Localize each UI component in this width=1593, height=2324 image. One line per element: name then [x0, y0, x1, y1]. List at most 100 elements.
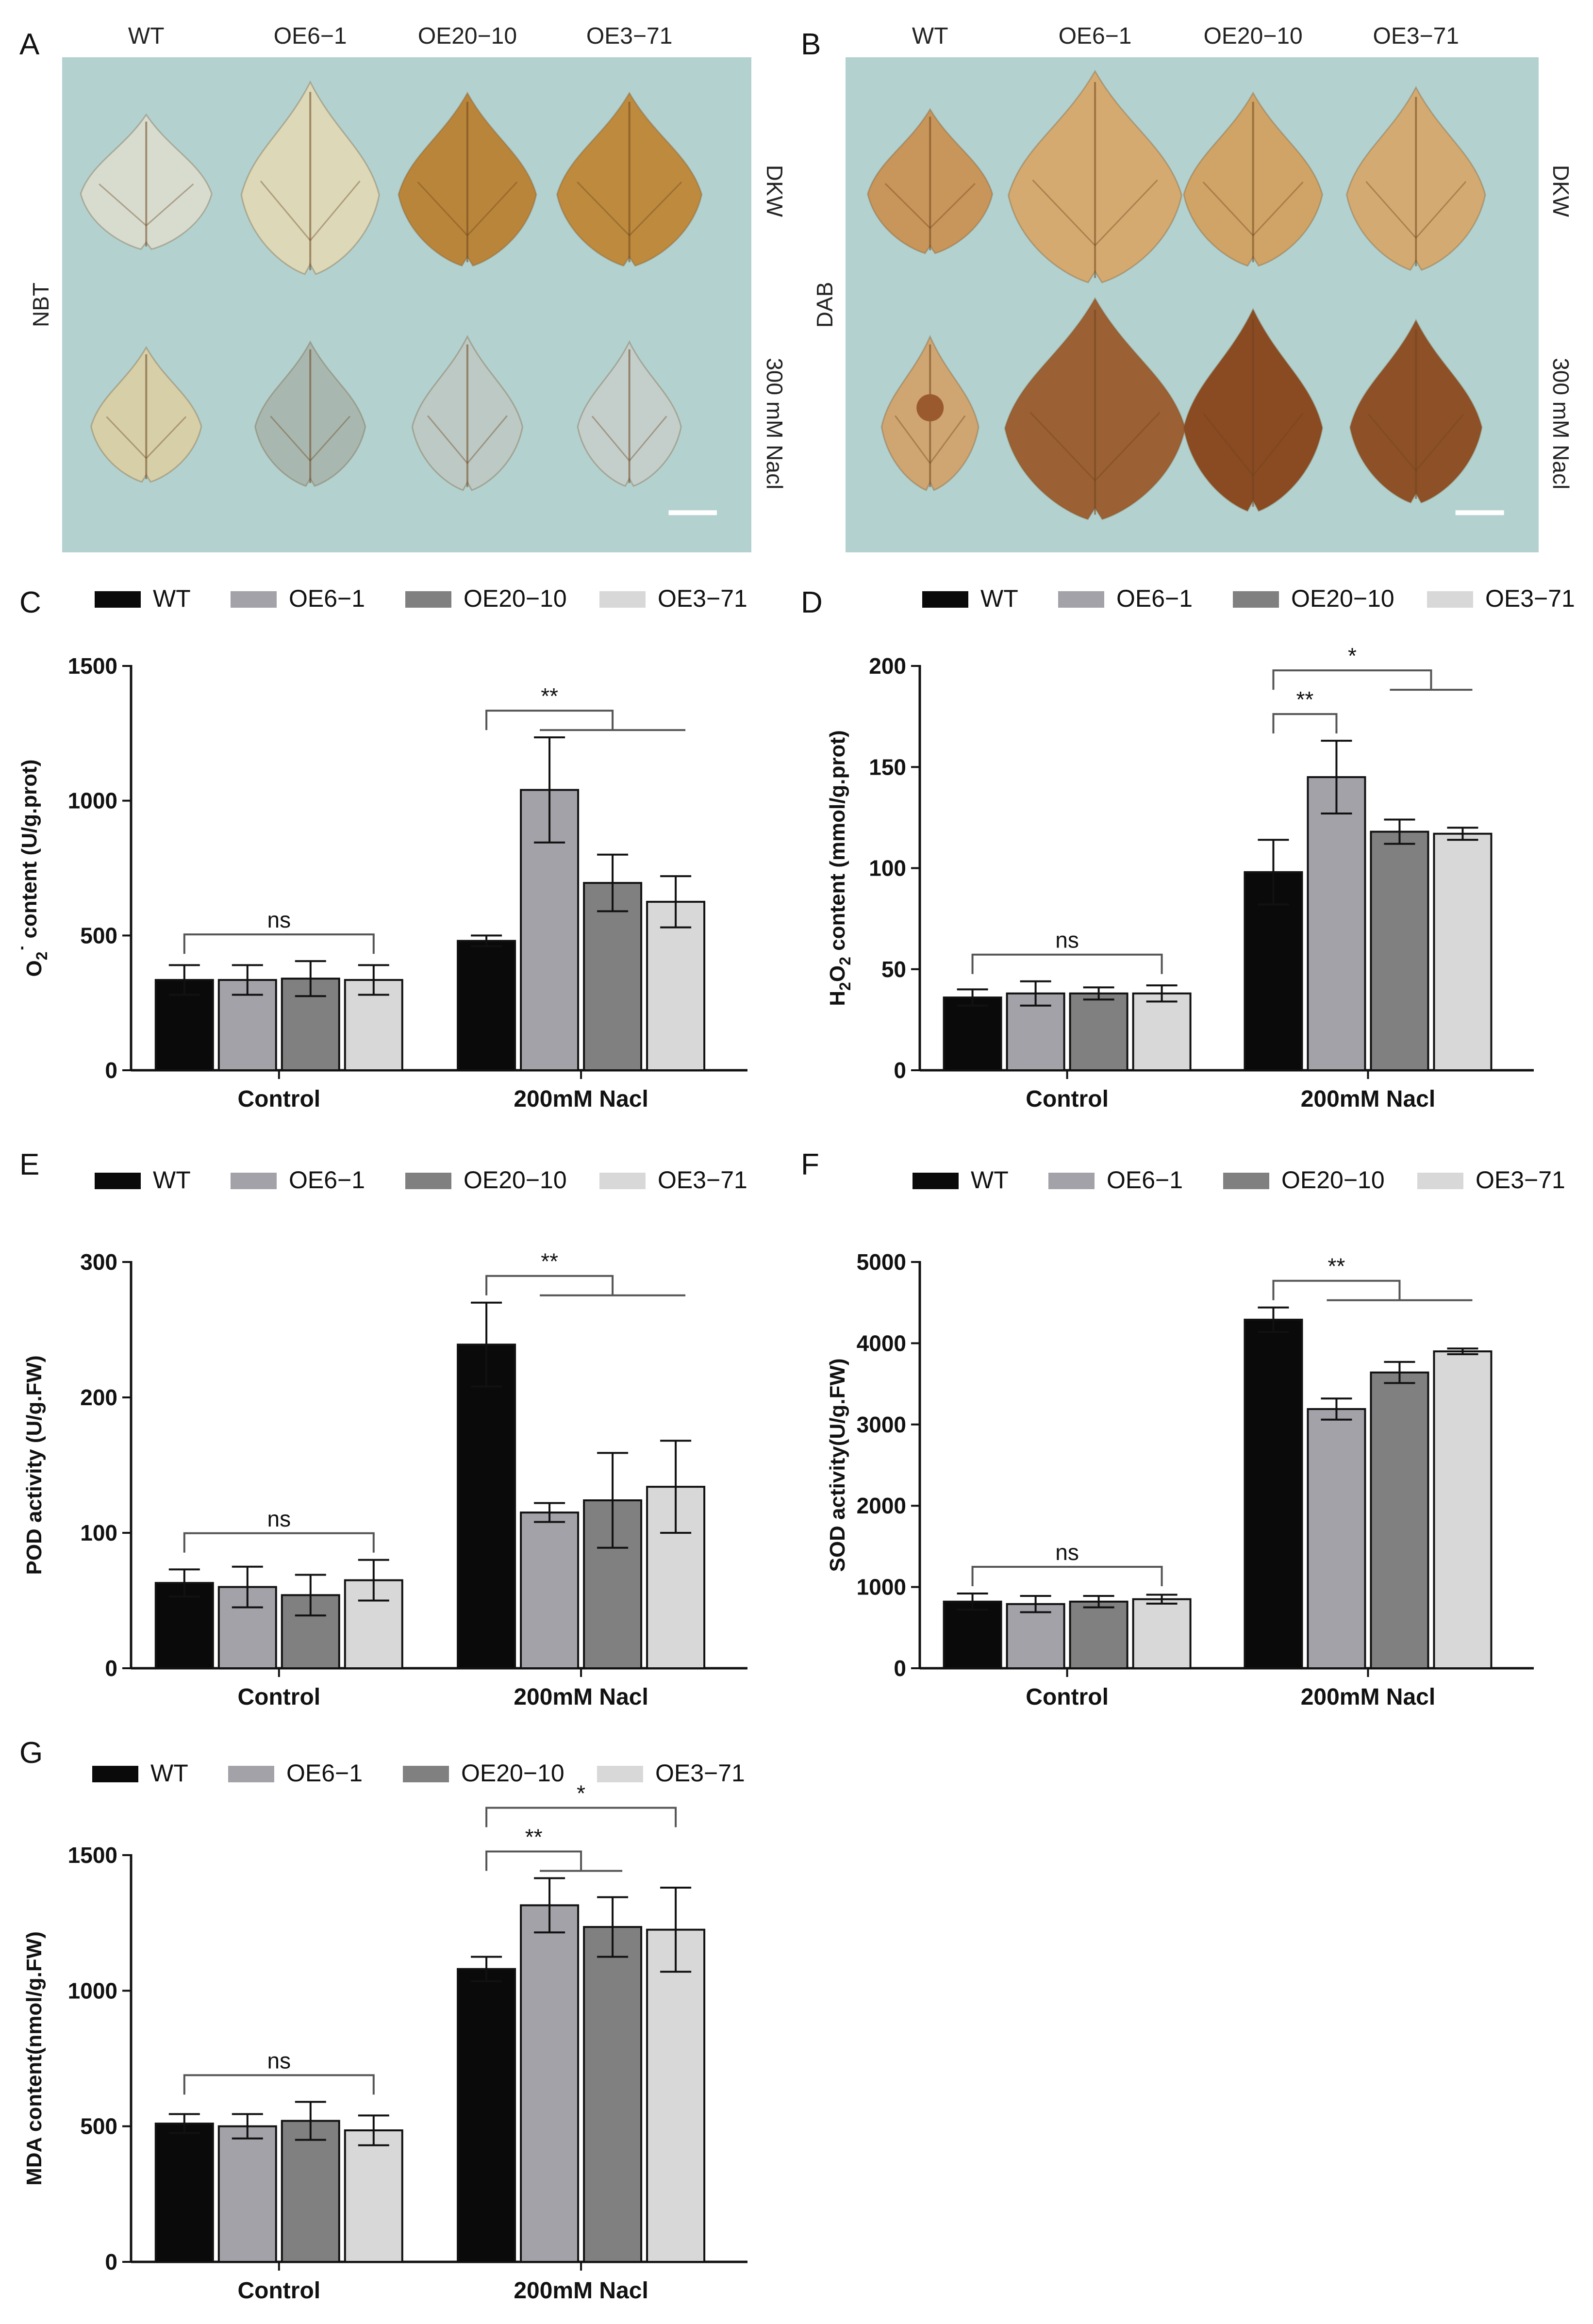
- significance-bracket: *: [1272, 643, 1473, 691]
- leaf-vein: [466, 415, 508, 464]
- legend-swatch: [1427, 591, 1473, 608]
- x-category-label: Control: [1026, 1086, 1109, 1112]
- column-header: OE3−71: [1373, 23, 1459, 49]
- bracket-line: [485, 1807, 677, 1827]
- legend-entry: WT: [153, 1166, 191, 1194]
- bar: [1132, 992, 1192, 1071]
- bracket-line: [183, 1532, 375, 1553]
- legend-swatch: [1058, 591, 1104, 608]
- legend-entry: OE6−1: [286, 1760, 363, 1787]
- significance-label: ns: [1055, 928, 1079, 953]
- bracket-line: [183, 933, 375, 954]
- leaf-vein: [1202, 413, 1254, 476]
- column-header: WT: [912, 23, 948, 49]
- bracket-line: [485, 1275, 614, 1295]
- leaf-vein: [1032, 179, 1096, 246]
- bar: [1307, 1408, 1366, 1669]
- leaf-vein: [929, 415, 966, 464]
- x-category-label: 200mM Nacl: [514, 1086, 648, 1112]
- legend-swatch: [403, 1766, 449, 1782]
- row-label: 300 mM Nacl: [762, 358, 787, 489]
- legend-entry: WT: [153, 585, 191, 612]
- legend-entry: OE20−10: [464, 1166, 567, 1194]
- y-tick-label: 2000: [857, 1493, 906, 1518]
- leaf: [254, 340, 366, 487]
- bar: [217, 2125, 277, 2263]
- legend-swatch: [92, 1766, 138, 1782]
- bar: [1069, 1600, 1128, 1669]
- leaf-vein: [260, 181, 311, 241]
- bar: [1244, 1318, 1303, 1669]
- bracket-line: [485, 710, 614, 730]
- x-category-label: 200mM Nacl: [514, 2278, 648, 2304]
- row-label: DKW: [762, 165, 787, 217]
- panel-letter: F: [801, 1148, 819, 1181]
- leaf: [90, 346, 202, 483]
- significance-label: ns: [267, 2048, 291, 2073]
- y-tick-label: 1500: [68, 1843, 117, 1868]
- leaf-vein: [929, 183, 976, 229]
- legend-swatch: [1233, 591, 1279, 608]
- legend-entry: OE3−71: [655, 1760, 745, 1787]
- leaf-vein: [1202, 182, 1254, 236]
- legend-entry: OE6−1: [289, 1166, 365, 1194]
- panel-letter: E: [19, 1148, 39, 1181]
- column-header: OE6−1: [1059, 23, 1132, 49]
- leaf: [577, 340, 682, 487]
- panel-letter: C: [19, 586, 41, 619]
- significance-label: ns: [267, 1506, 291, 1531]
- legend-swatch: [599, 1173, 646, 1189]
- chart-F: F WT OE6−1 OE20−10 OE3−71 0 1000 2000 3000 4000 50…: [801, 1148, 1565, 1710]
- bar: [943, 1600, 1002, 1669]
- legend-swatch: [922, 591, 968, 608]
- significance-bracket: ns: [183, 907, 375, 954]
- legend: WT OE6−1 OE20−10 OE3−71: [922, 585, 1575, 612]
- leaf-vein: [1415, 414, 1464, 471]
- y-tick-label: 0: [105, 1058, 117, 1083]
- leaf: [398, 91, 537, 267]
- leaf-vein: [270, 415, 311, 462]
- y-tick-label: 200: [80, 1385, 117, 1410]
- leaf-vein: [417, 182, 468, 236]
- y-tick-label: 100: [869, 856, 906, 881]
- legend-swatch: [405, 591, 451, 608]
- significance-bracket: **: [1272, 687, 1338, 734]
- x-category-label: Control: [237, 2278, 320, 2304]
- leaf: [880, 334, 979, 491]
- leaf-vein: [629, 181, 682, 236]
- bracket-line: [485, 1850, 582, 1871]
- leaf: [1008, 69, 1183, 283]
- bracket-line: [971, 1565, 1163, 1586]
- leaf-vein: [1365, 181, 1417, 239]
- bar: [943, 996, 1002, 1072]
- y-tick-label: 100: [80, 1520, 117, 1545]
- chart-E: E WT OE6−1 OE20−10 OE3−71 0 100 200 300 POD activ…: [19, 1148, 747, 1710]
- legend-entry: WT: [150, 1760, 188, 1787]
- panel-letter: G: [19, 1736, 43, 1770]
- y-tick-label: 300: [80, 1249, 117, 1275]
- leaf-vein: [106, 416, 147, 459]
- legend-swatch: [228, 1766, 274, 1782]
- significance-label: ns: [267, 907, 291, 932]
- legend-swatch: [597, 1766, 643, 1782]
- bar: [344, 2129, 403, 2263]
- bar: [520, 1904, 580, 2263]
- legend-entry: OE3−71: [658, 1166, 747, 1194]
- legend-entry: OE3−71: [1485, 585, 1575, 612]
- y-axis-label-part: H: [826, 991, 849, 1006]
- bar: [1370, 1371, 1429, 1670]
- legend-swatch: [913, 1173, 959, 1189]
- chart-G: G WT OE6−1 OE20−10 OE3−71 0 500 1000 1500 MDA con…: [19, 1736, 747, 2304]
- significance-label: **: [1328, 1254, 1345, 1279]
- legend-entry: WT: [971, 1166, 1009, 1194]
- column-header: OE6−1: [274, 23, 347, 49]
- panel-letter: D: [801, 586, 823, 619]
- significance-label: **: [541, 1249, 558, 1274]
- legend-entry: OE20−10: [1291, 585, 1394, 612]
- scale-bar: [668, 510, 717, 515]
- y-tick-label: 1000: [68, 1978, 117, 2003]
- bar: [1307, 776, 1366, 1071]
- y-axis-label: MDA content(nmol/g.FW): [22, 1931, 46, 2186]
- bar: [646, 900, 706, 1071]
